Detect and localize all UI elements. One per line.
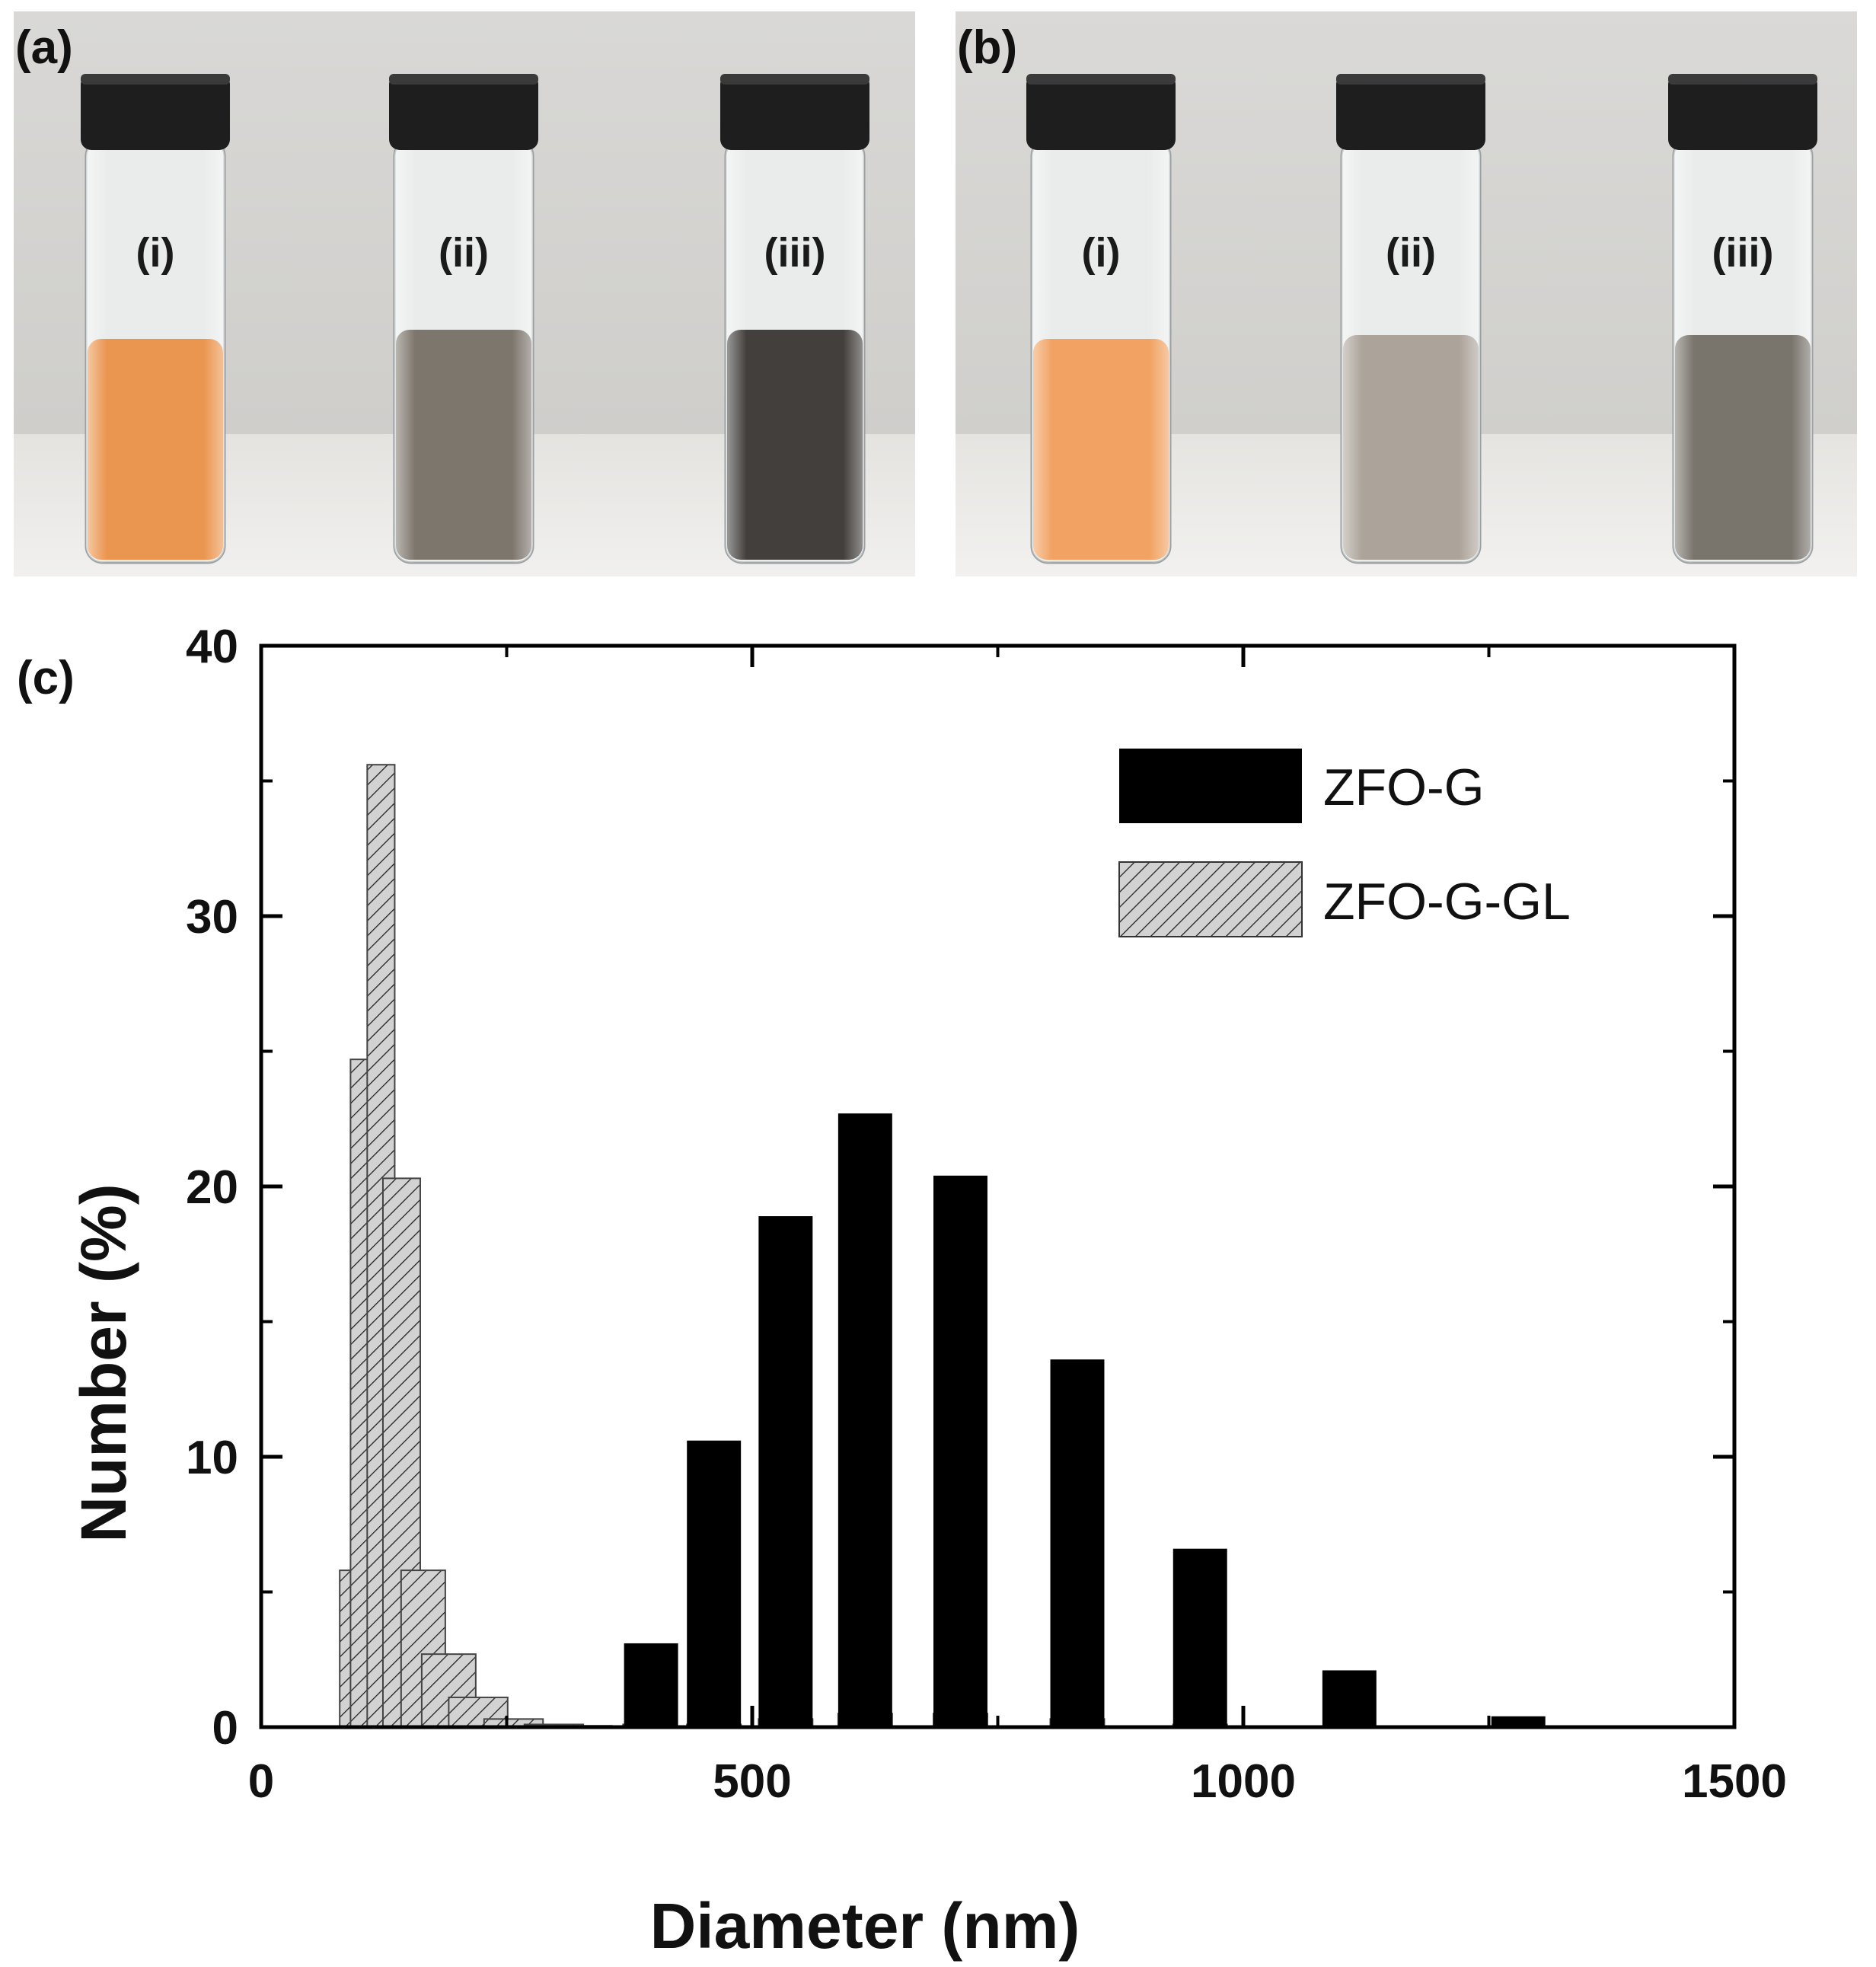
legend: ZFO-G ZFO-G-GL xyxy=(1118,749,1571,937)
x-tick-label: 1000 xyxy=(1191,1755,1296,1808)
vial-label-b-iii: (iii) xyxy=(1712,230,1774,276)
legend-swatch-zfo-g xyxy=(1119,749,1302,823)
photo-panel-a: (i) (ii) (iii) (a) xyxy=(14,11,915,576)
x-tick-label: 0 xyxy=(248,1755,274,1808)
panel-label-c: (c) xyxy=(17,652,75,704)
x-tick-label: 500 xyxy=(713,1755,791,1808)
x-tick-label: 1500 xyxy=(1682,1755,1787,1808)
plot-frame xyxy=(259,643,1737,1729)
photo-panel-b: (i) (ii) (iii) (b) xyxy=(956,11,1857,576)
bar-zfo-g xyxy=(1050,1359,1105,1727)
bar-zfo-g xyxy=(1491,1716,1546,1727)
x-axis-title: Diameter (nm) xyxy=(650,1890,1080,1962)
vial-a-iii: (iii) xyxy=(720,74,869,564)
bar-zfo-g xyxy=(838,1113,892,1727)
y-tick-label: 30 xyxy=(186,891,238,944)
panel-label-b: (b) xyxy=(957,21,1018,74)
vial-b-iii: (iii) xyxy=(1668,74,1817,564)
bar-zfo-g xyxy=(687,1440,742,1727)
vial-label-a-i: (i) xyxy=(136,230,175,276)
y-tick-label: 10 xyxy=(186,1432,238,1484)
y-tick-label: 40 xyxy=(186,621,238,673)
histogram-chart: 0 500 1000 1500 0 10 20 30 40 ZFO-G ZFO-G-GL Dia… xyxy=(68,621,1787,1962)
y-tick-label: 0 xyxy=(212,1702,238,1755)
vial-b-i: (i) xyxy=(1026,74,1176,564)
y-axis-title: Number (%) xyxy=(68,1183,139,1542)
vial-label-b-i: (i) xyxy=(1082,230,1121,276)
vial-label-a-ii: (ii) xyxy=(439,230,489,276)
vial-a-ii: (ii) xyxy=(389,74,538,564)
vial-b-ii: (ii) xyxy=(1336,74,1485,564)
bar-zfo-g xyxy=(1172,1548,1227,1727)
bar-zfo-g xyxy=(933,1175,987,1727)
vial-label-b-ii: (ii) xyxy=(1386,230,1436,276)
bar-zfo-g xyxy=(758,1216,813,1727)
legend-label-zfo-g: ZFO-G xyxy=(1323,758,1485,816)
y-tick-label: 20 xyxy=(186,1161,238,1214)
vial-label-a-iii: (iii) xyxy=(764,230,826,276)
vial-a-i: (i) xyxy=(81,74,230,564)
panel-label-a: (a) xyxy=(15,21,73,74)
bar-zfo-g xyxy=(624,1643,678,1727)
bar-zfo-g xyxy=(1322,1670,1377,1727)
legend-swatch-zfo-g-gl xyxy=(1118,861,1303,937)
legend-label-zfo-g-gl: ZFO-G-GL xyxy=(1323,873,1571,931)
